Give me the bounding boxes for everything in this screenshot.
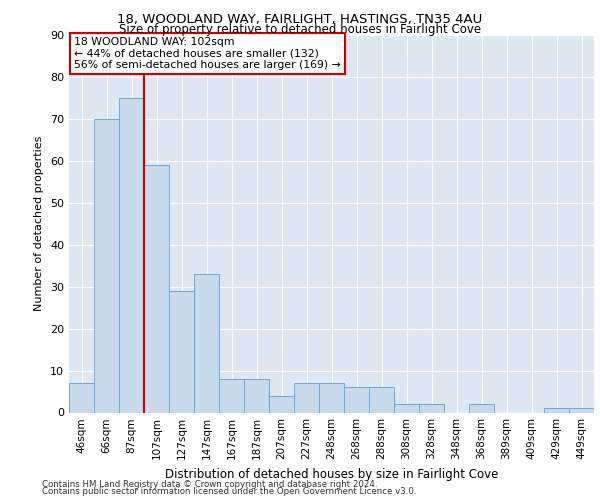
- Bar: [69, 383, 94, 412]
- Bar: [269, 396, 294, 412]
- Text: 18 WOODLAND WAY: 102sqm
← 44% of detached houses are smaller (132)
56% of semi-d: 18 WOODLAND WAY: 102sqm ← 44% of detache…: [74, 37, 341, 70]
- Bar: [344, 388, 369, 412]
- Text: Contains HM Land Registry data © Crown copyright and database right 2024.: Contains HM Land Registry data © Crown c…: [42, 480, 377, 489]
- Text: 18, WOODLAND WAY, FAIRLIGHT, HASTINGS, TN35 4AU: 18, WOODLAND WAY, FAIRLIGHT, HASTINGS, T…: [118, 12, 482, 26]
- Bar: [194, 274, 219, 412]
- Bar: [319, 383, 344, 412]
- Bar: [544, 408, 569, 412]
- Bar: [569, 408, 594, 412]
- Text: Contains public sector information licensed under the Open Government Licence v3: Contains public sector information licen…: [42, 487, 416, 496]
- Bar: [394, 404, 419, 412]
- Bar: [369, 388, 394, 412]
- Bar: [119, 98, 144, 412]
- Y-axis label: Number of detached properties: Number of detached properties: [34, 136, 44, 312]
- Bar: [144, 165, 169, 412]
- Bar: [419, 404, 444, 412]
- Text: Size of property relative to detached houses in Fairlight Cove: Size of property relative to detached ho…: [119, 22, 481, 36]
- Bar: [469, 404, 494, 412]
- Bar: [244, 379, 269, 412]
- Bar: [294, 383, 319, 412]
- Bar: [219, 379, 244, 412]
- Bar: [94, 119, 119, 412]
- X-axis label: Distribution of detached houses by size in Fairlight Cove: Distribution of detached houses by size …: [165, 468, 498, 481]
- Bar: [169, 291, 194, 412]
